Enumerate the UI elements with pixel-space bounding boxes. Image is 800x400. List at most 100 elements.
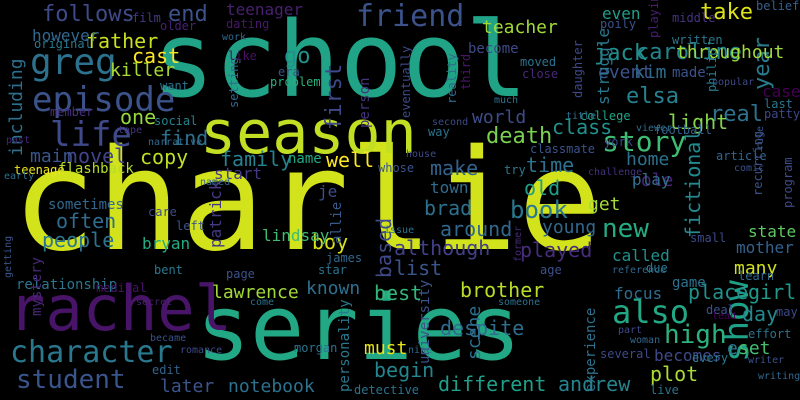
word-time: time xyxy=(526,153,575,177)
word-deal: deal xyxy=(706,303,735,317)
word-andrew: andrew xyxy=(558,372,631,396)
word-death: death xyxy=(486,124,553,149)
word-list: list xyxy=(394,256,443,280)
word-rachel: rachel xyxy=(8,272,232,345)
word-program: program xyxy=(781,157,795,208)
word-event: event xyxy=(598,62,653,83)
word-relationship: relationship xyxy=(16,277,118,293)
word-boy: boy xyxy=(312,230,349,254)
word-played: played xyxy=(520,238,593,262)
word-town: town xyxy=(430,178,469,197)
word-also: also xyxy=(612,293,690,331)
word-getting: getting xyxy=(3,235,14,278)
word-former: former xyxy=(513,225,524,262)
word-allie: allie xyxy=(329,201,345,244)
word-care: care xyxy=(148,205,177,219)
word-personality: personality xyxy=(337,299,353,392)
word-despite: despite xyxy=(440,316,525,340)
word-playing: playing xyxy=(647,0,661,38)
word-patrick: patrick xyxy=(206,180,225,248)
word-brother: brother xyxy=(460,278,545,302)
word-however: however xyxy=(32,26,100,45)
word-struggle: struggle xyxy=(594,27,613,105)
word-killer: killer xyxy=(110,60,176,81)
word-daughter: daughter xyxy=(571,40,585,98)
word-last: last xyxy=(764,97,793,111)
word-learn: learn xyxy=(738,269,775,283)
word-james: james xyxy=(326,251,363,265)
word-tape: tape xyxy=(118,125,143,136)
word-middle: middle xyxy=(672,11,716,25)
word-student: student xyxy=(16,365,126,395)
word-third: third xyxy=(459,53,473,90)
word-lawrence: lawrence xyxy=(212,282,299,303)
word-real: real xyxy=(710,102,763,127)
word-house: house xyxy=(406,149,437,160)
word-even: even xyxy=(602,4,641,23)
word-class: class xyxy=(552,115,613,139)
word-writing: writing xyxy=(758,371,800,382)
word-nine: nine xyxy=(408,345,433,356)
word-age: age xyxy=(540,263,562,277)
word-try: try xyxy=(504,163,526,177)
word-film: film xyxy=(132,11,161,25)
word-made: made xyxy=(672,65,706,81)
word-social: social xyxy=(154,114,198,128)
word-classmate: classmate xyxy=(530,142,596,156)
word-school: school xyxy=(152,0,528,121)
word-light: light xyxy=(668,110,729,134)
word-philip: philip xyxy=(705,48,719,92)
word-teacher: teacher xyxy=(482,17,558,38)
word-close: close xyxy=(522,67,559,81)
word-name: name xyxy=(288,151,322,167)
word-although: although xyxy=(394,236,491,260)
word-second: second xyxy=(432,117,469,128)
word-best: best xyxy=(374,281,423,305)
word-morgan: morgan xyxy=(294,341,338,355)
word-moved: moved xyxy=(520,55,557,69)
word-experience: experience xyxy=(583,307,599,392)
word-caroline: caroline xyxy=(636,40,742,65)
word-jack: jack xyxy=(594,41,647,66)
word-one: one xyxy=(120,105,157,129)
word-season: season xyxy=(200,98,417,168)
word-medical: medical xyxy=(96,281,147,295)
word-much: much xyxy=(494,95,519,106)
word-era: era xyxy=(278,65,300,79)
word-lead: lead xyxy=(712,311,737,322)
word-begin: begin xyxy=(374,358,435,382)
word-focus: focus xyxy=(614,284,663,303)
word-state: state xyxy=(748,222,797,241)
word-follows: follows xyxy=(42,2,135,27)
word-day: day xyxy=(742,302,779,326)
word-want: want xyxy=(160,79,189,93)
word-every: every xyxy=(692,351,729,365)
word-problem: problem xyxy=(270,75,321,89)
word-written: written xyxy=(672,33,723,47)
word-becomes: becomes xyxy=(654,346,722,365)
word-viewer: viewer xyxy=(636,123,673,134)
word-je: je xyxy=(318,182,338,201)
word-home: home xyxy=(626,149,670,170)
word-start: start xyxy=(214,164,263,183)
word-set: set xyxy=(738,338,771,359)
word-named: named xyxy=(200,177,231,188)
word-eventually: eventually xyxy=(399,45,413,118)
word-find: find xyxy=(160,126,209,150)
word-game: game xyxy=(672,275,706,291)
word-work: work xyxy=(222,32,247,43)
word-friend: friend xyxy=(356,0,465,34)
word-go: go xyxy=(284,44,311,69)
word-new: new xyxy=(602,214,649,244)
word-throughout: throughout xyxy=(676,42,785,63)
word-copy: copy xyxy=(140,145,189,169)
word-charlie: charlie xyxy=(12,120,603,283)
word-family: family xyxy=(220,147,293,171)
word-often: often xyxy=(56,209,117,233)
word-e: e xyxy=(727,338,738,359)
word-page: page xyxy=(226,267,255,281)
word-older: older xyxy=(160,19,197,33)
word-article: article xyxy=(716,149,767,163)
word-someone: someone xyxy=(498,297,541,308)
word-reality: reality xyxy=(445,53,459,104)
